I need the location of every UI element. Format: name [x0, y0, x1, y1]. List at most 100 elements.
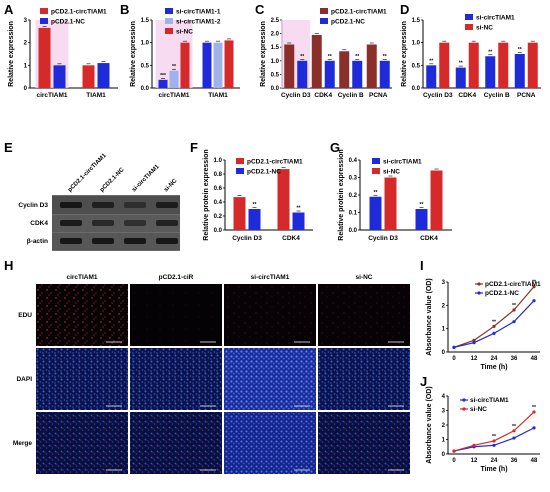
legend-label: si-NC: [470, 406, 487, 413]
y-tick-label: 0.0: [141, 86, 150, 92]
bar: [292, 212, 305, 230]
legend-label: pCD2.1-NC: [51, 19, 85, 26]
blot-band: [156, 202, 178, 208]
y-tick-label: 1: [442, 438, 446, 444]
bar: [233, 197, 246, 230]
bar: [379, 60, 390, 88]
y-tick-label: 3: [442, 409, 446, 415]
data-point: [452, 449, 456, 453]
data-point: [492, 439, 496, 443]
legend-label: pCD2.1-circTIAM1: [485, 281, 541, 288]
micrograph: [36, 284, 128, 346]
significance-label: **: [383, 54, 387, 60]
panel-letter-h: H: [4, 258, 13, 273]
y-tick-label: 0.5: [412, 63, 421, 69]
bar: [485, 56, 496, 88]
significance-label: **: [459, 61, 463, 67]
category-label: Cyclin B: [484, 92, 510, 99]
legend-swatch: [236, 158, 244, 164]
blot-row-cdk4: CDK4: [30, 220, 48, 227]
micrograph-row-label: Merge: [13, 440, 33, 447]
y-tick-label: 0: [442, 452, 446, 458]
y-axis-label: Absorbance value (OD): [426, 278, 433, 355]
x-tick-label: 24: [491, 458, 498, 464]
legend-swatch: [165, 28, 173, 34]
significance-label: **: [518, 47, 522, 53]
panel-letter-d: D: [400, 2, 409, 17]
legend-label: si-NC: [383, 169, 400, 176]
data-point: [492, 324, 496, 328]
bar: [439, 42, 450, 88]
legend-swatch: [465, 14, 473, 20]
micrograph-row-label: EDU: [18, 312, 32, 319]
y-axis-label: Relative expression: [8, 21, 15, 87]
micrograph: [224, 348, 316, 410]
chart-f: 0.0 0.2 0.4 0.6 0.8 1.0 Relative protein expre…: [203, 149, 313, 242]
panel-letter-b: B: [120, 2, 129, 17]
y-tick-label: 1.5: [412, 18, 421, 24]
blot-band: [92, 220, 114, 226]
legend-marker: [462, 407, 466, 411]
blot-lane-label: si-circTIAM1: [131, 163, 161, 193]
data-point: [512, 320, 516, 324]
x-tick-label: 24: [491, 356, 498, 362]
significance-label: **: [512, 424, 516, 430]
significance-label: **: [492, 319, 496, 325]
category-label: Cyclin D3: [423, 92, 453, 99]
panel-letter-f: F: [190, 140, 198, 155]
legend-label: pCD2.1-circTIAM1: [51, 9, 107, 16]
bar: [38, 27, 51, 88]
x-tick-label: 12: [471, 458, 478, 464]
bar: [82, 65, 95, 88]
category-label: CDK4: [420, 235, 438, 242]
blot-band: [124, 202, 146, 208]
micrograph: [224, 412, 316, 474]
y-tick-label: 1.5: [271, 45, 280, 51]
blot-band: [92, 238, 114, 244]
x-tick-label: 36: [511, 458, 518, 464]
y-tick-label: 0.4: [349, 158, 358, 164]
legend-label: pCD2.1-NC: [247, 169, 281, 176]
y-tick-label: 0.4: [214, 200, 223, 206]
category-label: CDK4: [314, 92, 332, 99]
x-tick-label: 36: [511, 356, 518, 362]
panel-letter-e: E: [4, 140, 13, 155]
legend-marker: [462, 398, 466, 402]
category-label: PCNA: [369, 92, 388, 99]
category-label: CDK4: [458, 92, 476, 99]
significance-label: **: [253, 202, 257, 208]
blot-band: [92, 202, 114, 208]
y-tick-label: 1.0: [141, 41, 150, 47]
legend-label: pCD2.1-circTIAM1: [331, 9, 387, 16]
legend-swatch: [320, 18, 328, 24]
bar: [53, 65, 66, 88]
bar: [284, 44, 295, 88]
y-tick-label: 0: [24, 86, 28, 92]
significance-label: **: [532, 405, 536, 411]
category-label: circTIAM1: [158, 92, 189, 99]
y-tick-label: 1.5: [141, 18, 150, 24]
y-axis-label: Relative expression: [401, 21, 408, 87]
significance-label: **: [488, 49, 492, 55]
legend-label: pCD2.1-NC: [331, 19, 365, 26]
micrograph-column-label: circTIAM1: [66, 274, 97, 281]
legend-swatch: [465, 24, 473, 30]
significance-label: **: [532, 280, 536, 286]
legend-swatch: [372, 158, 380, 164]
y-tick-label: 0.0: [214, 228, 223, 234]
y-axis-label: Relative protein expression: [203, 149, 210, 240]
blot-band: [124, 220, 146, 226]
x-axis-label: Time (h): [480, 364, 507, 371]
micrograph: [36, 412, 128, 474]
data-point: [532, 410, 536, 414]
y-tick-label: 1.0: [214, 158, 223, 164]
legend-marker: [477, 282, 481, 286]
data-point: [492, 443, 496, 447]
bar: [224, 40, 234, 88]
bar: [527, 42, 538, 88]
x-axis-label: Time (h): [480, 466, 507, 473]
bar: [384, 177, 397, 230]
bar: [339, 51, 350, 88]
bar: [297, 60, 308, 88]
